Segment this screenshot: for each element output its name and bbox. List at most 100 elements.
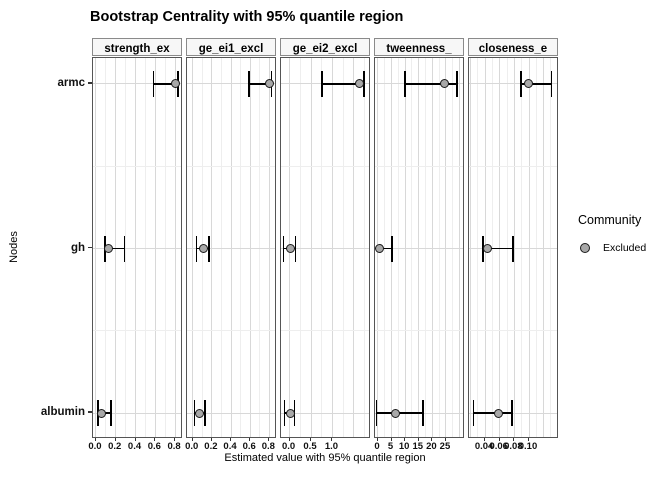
legend-item-excluded: Excluded [576, 239, 672, 257]
x-tick-label: 0.6 [147, 441, 161, 452]
x-tick-label: 0.4 [223, 441, 237, 452]
y-gridline-minor [93, 165, 181, 167]
point-marker [493, 408, 503, 418]
facet-strip: tweenness_ [374, 38, 464, 56]
x-gridline-major [230, 58, 232, 437]
x-tick-mark [431, 438, 433, 441]
x-gridline-minor [342, 58, 344, 437]
y-gridline-major [187, 248, 275, 249]
x-gridline-minor [521, 58, 523, 437]
facet-strip-label: closeness_e [478, 43, 548, 55]
x-gridline-major [499, 58, 501, 437]
x-tick-label: 20 [426, 441, 437, 452]
point-marker [194, 408, 204, 418]
facet-strip: ge_ei2_excl [280, 38, 370, 56]
error-bar-cap-upper [208, 235, 210, 262]
x-gridline-major [543, 58, 545, 437]
facet-panel [374, 57, 464, 438]
point-marker [285, 244, 295, 253]
x-tick-label: 0.5 [303, 441, 317, 452]
error-bar-cap-lower [152, 70, 155, 97]
y-gridline-minor [281, 330, 369, 332]
legend: Community Excluded [576, 213, 672, 257]
error-bar-cap-upper [123, 235, 126, 262]
point-marker [391, 408, 401, 418]
x-gridline-major [192, 58, 194, 437]
x-gridline-major [513, 58, 515, 437]
x-axis-title: Estimated value with 95% quantile region [224, 452, 426, 464]
error-bar-cap-lower [195, 235, 198, 262]
error-bar-cap-upper [422, 400, 424, 427]
error-bar [322, 83, 365, 85]
error-bar-cap-lower [520, 70, 522, 97]
x-gridline-major [331, 58, 333, 437]
x-tick-mark [498, 438, 500, 441]
x-gridline-minor [220, 58, 222, 437]
x-tick-mark [114, 438, 116, 441]
y-gridline-minor [469, 330, 557, 332]
error-bar-cap-upper [110, 400, 112, 427]
x-gridline-major [95, 58, 97, 437]
x-gridline-major [353, 58, 355, 437]
error-bar [482, 247, 513, 250]
point-marker [104, 244, 114, 253]
y-gridline-major [93, 248, 181, 249]
y-gridline-major [187, 83, 275, 85]
x-gridline-minor [240, 58, 242, 437]
y-gridline-major [281, 412, 369, 414]
x-tick-label: 0 [374, 441, 380, 452]
x-tick-label: 0.4 [127, 441, 142, 452]
y-gridline-minor [187, 330, 275, 332]
facet-panel [92, 57, 182, 438]
x-tick-mark [134, 438, 136, 441]
error-bar-cap-upper [363, 70, 365, 97]
facet-strip: closeness_e [468, 38, 558, 56]
x-gridline-minor [384, 58, 386, 437]
error-bar [104, 247, 125, 250]
y-gridline-minor [187, 165, 275, 167]
point-marker [440, 79, 450, 89]
y-gridline-minor [281, 165, 369, 167]
x-gridline-minor [364, 58, 366, 437]
x-gridline-major [268, 58, 270, 437]
x-tick-label: 0.2 [108, 441, 122, 452]
point-marker [170, 79, 180, 89]
facet-strip-label: ge_ei2_excl [292, 43, 358, 55]
x-tick-label: 0.2 [204, 441, 218, 452]
point-marker [198, 244, 208, 253]
x-gridline-minor [321, 58, 323, 437]
error-bar-cap-lower [283, 400, 286, 427]
x-gridline-minor [438, 58, 440, 437]
x-gridline-minor [452, 58, 454, 437]
facet-strip-label: tweenness_ [386, 43, 452, 55]
facet-panel [468, 57, 558, 438]
y-gridline-minor [375, 165, 463, 167]
x-gridline-minor [164, 58, 166, 437]
point-marker [97, 408, 107, 418]
x-gridline-major [459, 58, 461, 437]
x-tick-label: 0.0 [88, 441, 102, 452]
x-tick-mark [390, 438, 392, 441]
x-tick-label: 0.10 [518, 441, 538, 452]
x-gridline-major [431, 58, 433, 437]
x-tick-mark [444, 438, 446, 441]
x-gridline-major [211, 58, 213, 437]
error-bar-cap-lower [472, 400, 475, 427]
y-gridline-major [93, 412, 181, 414]
x-gridline-minor [425, 58, 427, 437]
y-gridline-minor [375, 330, 463, 332]
y-axis-label: gh [70, 241, 85, 254]
x-gridline-minor [299, 58, 301, 437]
error-bar-cap-lower [282, 235, 285, 262]
point-marker [355, 79, 365, 89]
x-tick-label: 0.06 [489, 441, 508, 452]
x-gridline-major [115, 58, 117, 437]
y-tick-mark [88, 82, 92, 84]
x-gridline-minor [506, 58, 508, 437]
x-tick-mark [230, 438, 232, 441]
x-tick-label: 1.0 [324, 441, 339, 452]
error-bar [404, 83, 457, 85]
facet-panel [280, 57, 370, 438]
point-marker [523, 79, 533, 89]
